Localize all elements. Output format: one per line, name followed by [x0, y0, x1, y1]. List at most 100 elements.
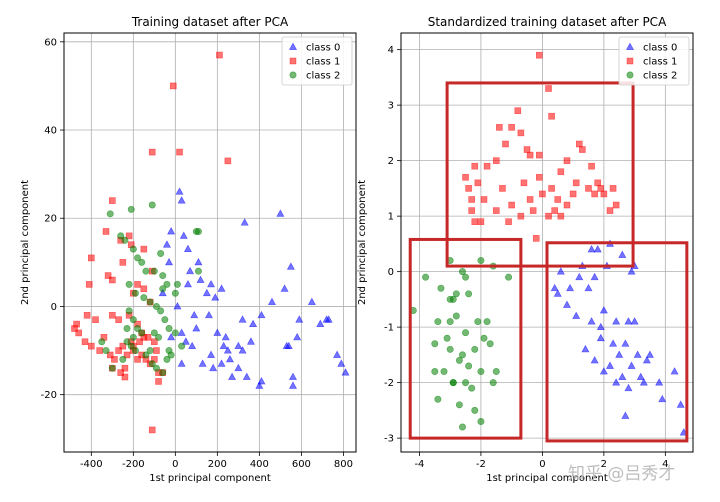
y-tick-label: 4 — [388, 45, 394, 56]
data-point-class-1 — [508, 201, 515, 209]
data-point-class-1 — [115, 347, 122, 354]
data-point-class-2 — [165, 325, 173, 333]
data-point-class-0 — [190, 310, 199, 319]
data-point-class-2 — [127, 205, 135, 213]
data-point-class-1 — [474, 179, 482, 187]
data-point-class-0 — [234, 363, 243, 372]
data-point-class-2 — [129, 316, 137, 324]
legend-label: class 2 — [306, 71, 340, 82]
data-point-class-0 — [645, 350, 654, 358]
data-point-class-0 — [242, 372, 251, 380]
data-point-class-0 — [676, 400, 685, 408]
data-point-class-1 — [121, 373, 129, 381]
data-point-class-0 — [624, 383, 633, 392]
data-point-class-1 — [532, 235, 540, 242]
legend-label: class 2 — [643, 71, 677, 82]
data-point-class-1 — [169, 82, 177, 90]
data-point-class-0 — [240, 218, 249, 226]
data-point-class-1 — [505, 218, 512, 225]
data-point-class-2 — [123, 338, 131, 346]
data-point-class-2 — [458, 423, 466, 431]
data-point-class-0 — [188, 341, 197, 350]
data-point-class-2 — [159, 369, 167, 377]
data-point-class-0 — [177, 328, 186, 336]
data-point-class-1 — [609, 185, 617, 192]
data-point-class-1 — [176, 148, 183, 156]
data-point-class-2 — [150, 329, 158, 337]
data-point-class-0 — [183, 279, 192, 288]
highlight-box — [408, 237, 523, 440]
data-point-class-0 — [234, 341, 243, 350]
data-point-class-0 — [624, 317, 633, 325]
y-tick-label: -1 — [384, 323, 394, 334]
data-point-class-0 — [192, 324, 201, 332]
data-point-class-1 — [140, 285, 148, 293]
data-point-class-1 — [483, 162, 491, 170]
data-point-class-1 — [523, 146, 531, 153]
legend-label: class 0 — [306, 43, 340, 54]
data-point-class-1 — [471, 162, 479, 170]
data-point-class-2 — [142, 267, 150, 275]
data-point-class-1 — [224, 157, 232, 165]
data-point-class-2 — [462, 379, 470, 387]
data-point-class-0 — [286, 262, 295, 270]
x-tick-label: -4 — [414, 459, 424, 470]
legend-label: class 1 — [643, 57, 677, 68]
y-tick-label: 40 — [44, 126, 57, 137]
data-point-class-2 — [452, 312, 460, 320]
data-point-class-1 — [88, 342, 95, 350]
y-tick-label: 20 — [44, 214, 57, 225]
data-point-class-0 — [627, 361, 636, 369]
legend-marker-class-2 — [289, 71, 297, 79]
data-point-class-2 — [474, 318, 482, 326]
x-tick-label: -2 — [476, 459, 486, 470]
data-point-class-0 — [288, 372, 297, 380]
data-point-class-2 — [131, 347, 139, 355]
data-point-class-1 — [134, 281, 141, 288]
data-point-class-0 — [181, 337, 190, 345]
data-point-class-0 — [217, 284, 226, 292]
data-point-class-0 — [590, 272, 599, 281]
data-point-class-0 — [596, 322, 605, 331]
data-point-class-0 — [186, 266, 195, 275]
data-point-class-0 — [627, 267, 636, 275]
data-point-class-0 — [575, 272, 584, 281]
data-point-class-0 — [219, 341, 228, 350]
legend-label: class 0 — [643, 43, 677, 54]
data-point-class-1 — [514, 107, 522, 114]
data-point-class-2 — [125, 307, 133, 315]
x-axis-label: 1st principal component — [149, 473, 271, 484]
data-point-class-2 — [458, 268, 466, 276]
data-point-class-0 — [204, 310, 213, 319]
data-point-class-0 — [593, 245, 602, 253]
data-point-class-0 — [587, 317, 596, 325]
y-tick-label: 0 — [51, 302, 57, 313]
data-point-class-1 — [465, 185, 472, 192]
data-point-class-2 — [102, 347, 110, 355]
data-point-class-2 — [150, 267, 158, 275]
data-point-class-2 — [108, 364, 116, 372]
data-point-class-2 — [171, 329, 179, 337]
data-point-class-2 — [440, 368, 448, 376]
data-point-class-2 — [446, 345, 454, 353]
data-point-class-1 — [109, 311, 116, 319]
data-point-class-0 — [173, 302, 182, 310]
highlight-box — [445, 81, 635, 268]
data-point-class-2 — [434, 395, 442, 403]
data-point-class-1 — [148, 426, 156, 434]
data-point-class-0 — [606, 361, 615, 369]
data-point-class-1 — [557, 212, 565, 220]
x-tick-label: -400 — [80, 459, 103, 470]
data-point-class-0 — [284, 341, 293, 350]
data-point-class-0 — [307, 297, 316, 305]
data-point-class-0 — [636, 372, 645, 380]
data-point-class-0 — [596, 333, 605, 342]
data-point-class-1 — [115, 316, 122, 323]
legend-marker-class-0 — [625, 42, 635, 50]
data-point-class-0 — [642, 356, 651, 364]
data-point-class-2 — [452, 290, 460, 298]
x-tick-label: 0 — [172, 459, 178, 470]
data-point-class-2 — [449, 379, 457, 387]
data-point-class-1 — [517, 212, 525, 220]
data-point-class-2 — [492, 368, 500, 376]
